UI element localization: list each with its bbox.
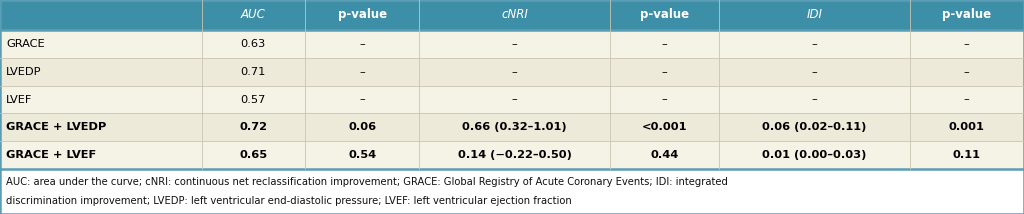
Bar (0, 58, 202, 86)
Text: GRACE + LVEDP: GRACE + LVEDP (6, 122, 106, 132)
Bar (202, 30, 305, 58)
Bar (202, 86, 305, 113)
Text: AUC: AUC (241, 9, 265, 21)
Text: GRACE: GRACE (6, 39, 45, 49)
Bar (719, 0, 909, 30)
Text: –: – (512, 95, 517, 104)
Bar (719, 86, 909, 113)
Bar (610, 141, 719, 169)
Text: 0.65: 0.65 (240, 150, 267, 160)
Text: AUC: area under the curve; cNRI: continuous net reclassification improvement; GR: AUC: area under the curve; cNRI: continu… (6, 177, 728, 187)
Text: 0.11: 0.11 (952, 150, 981, 160)
Bar (719, 58, 909, 86)
Text: –: – (811, 39, 817, 49)
Text: cNRI: cNRI (502, 9, 528, 21)
Text: 0.71: 0.71 (241, 67, 266, 77)
Text: –: – (964, 95, 970, 104)
Bar (610, 86, 719, 113)
Bar (909, 86, 1024, 113)
Bar (202, 113, 305, 141)
Bar (0, 141, 202, 169)
Text: –: – (662, 39, 668, 49)
Text: 0.06: 0.06 (348, 122, 376, 132)
Bar (305, 0, 420, 30)
Bar (420, 86, 610, 113)
Text: –: – (359, 95, 366, 104)
Text: –: – (662, 67, 668, 77)
Bar (610, 0, 719, 30)
Bar (909, 0, 1024, 30)
Bar (420, 141, 610, 169)
Text: 0.57: 0.57 (241, 95, 266, 104)
Bar (0, 169, 1024, 214)
Text: LVEDP: LVEDP (6, 67, 42, 77)
Bar (202, 58, 305, 86)
Text: p-value: p-value (338, 9, 387, 21)
Bar (420, 0, 610, 30)
Text: 0.54: 0.54 (348, 150, 376, 160)
Text: 0.66 (0.32–1.01): 0.66 (0.32–1.01) (463, 122, 567, 132)
Bar (202, 0, 305, 30)
Bar (719, 30, 909, 58)
Bar (202, 141, 305, 169)
Text: discrimination improvement; LVEDP: left ventricular end-diastolic pressure; LVEF: discrimination improvement; LVEDP: left … (6, 196, 571, 207)
Text: 0.01 (0.00–0.03): 0.01 (0.00–0.03) (762, 150, 866, 160)
Bar (305, 30, 420, 58)
Text: LVEF: LVEF (6, 95, 33, 104)
Text: –: – (662, 95, 668, 104)
Text: p-value: p-value (640, 9, 689, 21)
Text: <0.001: <0.001 (642, 122, 687, 132)
Bar (610, 58, 719, 86)
Text: –: – (964, 39, 970, 49)
Bar (305, 113, 420, 141)
Bar (610, 30, 719, 58)
Bar (305, 86, 420, 113)
Text: –: – (512, 67, 517, 77)
Text: 0.44: 0.44 (650, 150, 679, 160)
Text: 0.63: 0.63 (241, 39, 266, 49)
Bar (420, 113, 610, 141)
Bar (0, 0, 202, 30)
Bar (420, 58, 610, 86)
Bar (305, 141, 420, 169)
Text: 0.72: 0.72 (240, 122, 267, 132)
Text: –: – (359, 67, 366, 77)
Text: GRACE + LVEF: GRACE + LVEF (6, 150, 96, 160)
Bar (909, 30, 1024, 58)
Text: –: – (811, 67, 817, 77)
Text: p-value: p-value (942, 9, 991, 21)
Text: 0.14 (−0.22–0.50): 0.14 (−0.22–0.50) (458, 150, 571, 160)
Bar (909, 141, 1024, 169)
Text: IDI: IDI (806, 9, 822, 21)
Bar (0, 30, 202, 58)
Bar (610, 113, 719, 141)
Text: –: – (811, 95, 817, 104)
Bar (0, 113, 202, 141)
Text: –: – (512, 39, 517, 49)
Bar (719, 113, 909, 141)
Text: –: – (359, 39, 366, 49)
Bar (719, 141, 909, 169)
Bar (909, 58, 1024, 86)
Bar (420, 30, 610, 58)
Bar (909, 113, 1024, 141)
Text: 0.001: 0.001 (949, 122, 985, 132)
Bar (0, 86, 202, 113)
Bar (305, 58, 420, 86)
Text: –: – (964, 67, 970, 77)
Text: 0.06 (0.02–0.11): 0.06 (0.02–0.11) (762, 122, 866, 132)
